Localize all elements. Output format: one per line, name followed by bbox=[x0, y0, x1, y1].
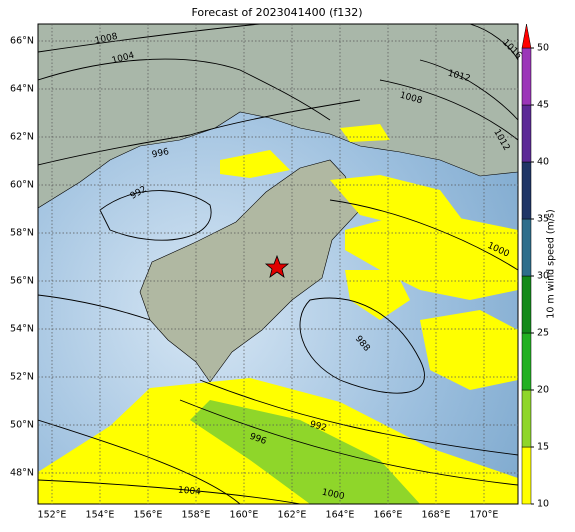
colorbar-segment bbox=[521, 389, 532, 448]
colorbar-tick-label: 40 bbox=[537, 157, 549, 168]
colorbar-tick-label: 25 bbox=[537, 328, 549, 339]
colorbar-tick-label: 45 bbox=[537, 100, 549, 111]
x-tick-label: 166°E bbox=[374, 510, 403, 521]
colorbar-segment bbox=[521, 218, 532, 277]
contour-label: 1000 bbox=[321, 488, 346, 503]
colorbar-tick-label: 35 bbox=[537, 214, 549, 225]
x-tick-label: 170°E bbox=[470, 510, 499, 521]
y-tick-label: 58°N bbox=[10, 228, 34, 239]
contour-label: 992 bbox=[309, 420, 328, 434]
x-tick-label: 160°E bbox=[230, 510, 259, 521]
x-tick-label: 168°E bbox=[422, 510, 451, 521]
colorbar-segment bbox=[521, 47, 532, 106]
colorbar-segment bbox=[521, 275, 532, 334]
x-tick-label: 156°E bbox=[134, 510, 163, 521]
x-tick-label: 158°E bbox=[182, 510, 211, 521]
colorbar-tick-label: 50 bbox=[537, 43, 549, 54]
contour-label: 996 bbox=[151, 147, 170, 160]
x-tick-label: 162°E bbox=[278, 510, 307, 521]
y-tick-label: 62°N bbox=[10, 132, 34, 143]
colorbar-segment bbox=[521, 161, 532, 220]
y-tick-label: 60°N bbox=[10, 180, 34, 191]
contour-label: 1004 bbox=[178, 486, 202, 498]
colorbar-tick-label: 10 bbox=[537, 499, 549, 510]
y-tick-label: 48°N bbox=[10, 468, 34, 479]
map bbox=[38, 24, 518, 504]
colorbar-label: 10 m wind speed (m/s) bbox=[546, 209, 557, 318]
y-tick-label: 50°N bbox=[10, 420, 34, 431]
colorbar-segment bbox=[521, 446, 532, 505]
colorbar-tick-label: 15 bbox=[537, 442, 549, 453]
y-tick-label: 66°N bbox=[10, 36, 34, 47]
colorbar-tick-label: 20 bbox=[537, 385, 549, 396]
map-frame bbox=[37, 23, 519, 505]
colorbar-tick-label: 30 bbox=[537, 271, 549, 282]
y-tick-label: 54°N bbox=[10, 324, 34, 335]
colorbar-extend bbox=[521, 23, 532, 49]
y-tick-label: 52°N bbox=[10, 372, 34, 383]
x-tick-label: 154°E bbox=[86, 510, 115, 521]
title: Forecast of 2023041400 (f132) bbox=[191, 6, 362, 19]
colorbar-segment bbox=[521, 104, 532, 163]
x-tick-label: 152°E bbox=[38, 510, 67, 521]
y-tick-label: 64°N bbox=[10, 84, 34, 95]
colorbar-segment bbox=[521, 332, 532, 391]
x-tick-label: 164°E bbox=[326, 510, 355, 521]
y-tick-label: 56°N bbox=[10, 276, 34, 287]
